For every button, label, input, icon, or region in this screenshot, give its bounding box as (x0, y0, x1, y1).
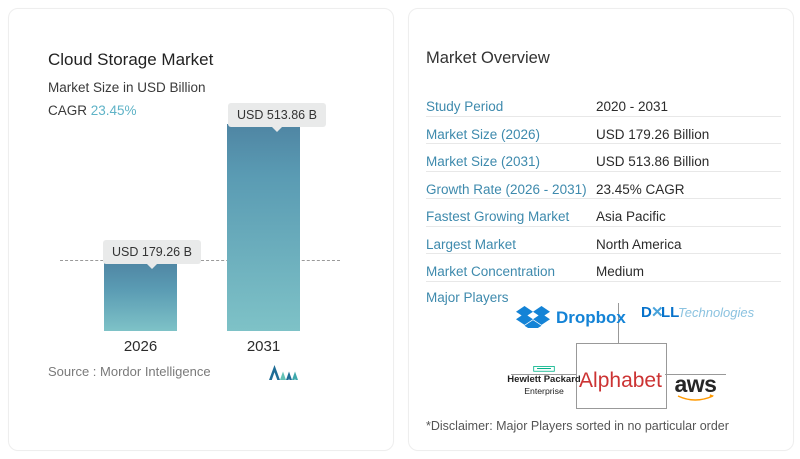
svg-text:LL: LL (661, 304, 679, 321)
svg-text:Technologies: Technologies (678, 305, 755, 320)
svg-text:Dropbox: Dropbox (556, 308, 626, 327)
